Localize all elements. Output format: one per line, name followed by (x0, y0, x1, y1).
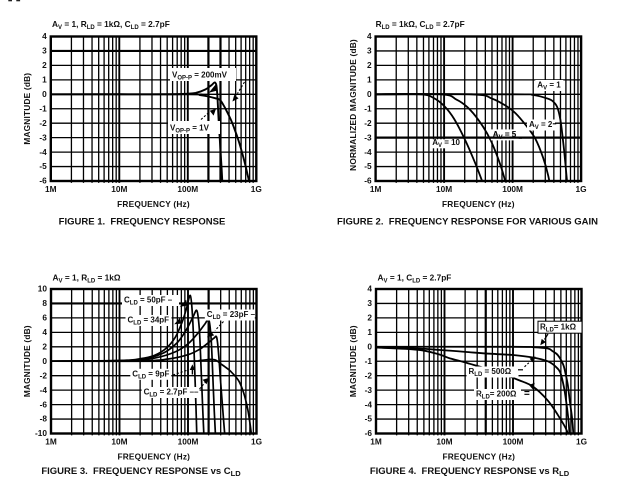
svg-text:AV​ = 10: AV​ = 10 (432, 138, 460, 149)
svg-text:3: 3 (367, 298, 372, 308)
svg-text:1: 1 (367, 75, 372, 85)
svg-text:-2: -2 (39, 118, 47, 128)
svg-text:VOP-P​ = 1V: VOP-P​ = 1V (170, 124, 210, 135)
svg-text:AV​ = 1, CLD​ = 2.7pF: AV​ = 1, CLD​ = 2.7pF (378, 272, 452, 284)
svg-text:2: 2 (367, 313, 372, 323)
svg-text:0: 0 (42, 89, 47, 99)
svg-text:CLD​ = 9pF: CLD​ = 9pF (132, 369, 169, 380)
svg-text:0: 0 (367, 89, 372, 99)
svg-text:2: 2 (367, 60, 372, 70)
svg-text:FIGURE 3. FREQUENCY RESPONSE: FIGURE 3. FREQUENCY RESPONSE vs CLD (41, 466, 241, 478)
svg-text:2: 2 (42, 342, 47, 352)
svg-text:AV​ = 1, RLD​ = 1kΩ, CLD​ = 2.: AV​ = 1, RLD​ = 1kΩ, CLD​ = 2.7pF (52, 19, 170, 31)
svg-text:-3: -3 (365, 385, 373, 395)
svg-text:-3: -3 (364, 132, 372, 142)
svg-text:6: 6 (42, 313, 47, 323)
svg-text:4: 4 (42, 327, 47, 337)
svg-text:-4: -4 (40, 385, 48, 395)
svg-text:AV​ = 5: AV​ = 5 (493, 130, 517, 141)
svg-text:-8: -8 (40, 414, 48, 424)
svg-text:1M: 1M (45, 184, 57, 194)
svg-text:-5: -5 (364, 161, 372, 171)
svg-text:0: 0 (367, 342, 372, 352)
svg-text:-2: -2 (40, 370, 48, 380)
svg-text:4: 4 (367, 31, 372, 41)
svg-text:-5: -5 (365, 414, 373, 424)
svg-text:-1: -1 (365, 356, 373, 366)
svg-text:FREQUENCY (Hz): FREQUENCY (Hz) (117, 199, 190, 209)
svg-text:100M: 100M (502, 184, 523, 194)
svg-text:AV​ = 2: AV​ = 2 (529, 120, 553, 131)
svg-text:FREQUENCY (Hz): FREQUENCY (Hz) (442, 452, 515, 462)
svg-text:3: 3 (42, 46, 47, 56)
svg-text:100M: 100M (177, 184, 198, 194)
svg-text:FREQUENCY (Hz): FREQUENCY (Hz) (117, 452, 190, 462)
svg-text:-2: -2 (365, 370, 373, 380)
svg-text:4: 4 (42, 31, 47, 41)
svg-text:FREQUENCY (Hz): FREQUENCY (Hz) (442, 199, 515, 209)
svg-text:FIGURE 2. FREQUENCY RESPONSE: FIGURE 2. FREQUENCY RESPONSE FOR VARIOUS… (337, 217, 598, 228)
svg-text:MAGNITUDE (dB): MAGNITUDE (dB) (22, 325, 32, 397)
svg-text:1: 1 (367, 327, 372, 337)
svg-text:8: 8 (42, 298, 47, 308)
svg-text:AV​ = 1, RLD​ = 1kΩ: AV​ = 1, RLD​ = 1kΩ (53, 272, 121, 284)
svg-text:10M: 10M (436, 437, 452, 447)
svg-text:AV​ = 1: AV​ = 1 (537, 81, 561, 92)
svg-text:RLD​= 1kΩ: RLD​= 1kΩ (540, 323, 577, 334)
svg-text:10: 10 (38, 284, 48, 294)
svg-text:CLD​ = 50pF –: CLD​ = 50pF – (124, 296, 173, 307)
svg-text:-6: -6 (39, 176, 47, 186)
svg-text:0: 0 (42, 356, 47, 366)
svg-text:-6: -6 (40, 399, 48, 409)
svg-text:4: 4 (367, 284, 372, 294)
svg-text:CLD​ = 23pF –: CLD​ = 23pF – (207, 310, 256, 321)
svg-text:-6: -6 (365, 428, 373, 438)
svg-text:3: 3 (367, 46, 372, 56)
svg-text:1G: 1G (251, 437, 262, 447)
svg-text:-4: -4 (39, 147, 47, 157)
svg-text:CLD​ = 34pF: CLD​ = 34pF (128, 316, 170, 327)
svg-text:100M: 100M (178, 437, 199, 447)
svg-text:-4: -4 (364, 147, 372, 157)
svg-text:-4: -4 (365, 399, 373, 409)
svg-text:1G: 1G (251, 184, 262, 194)
svg-text:RLD​ = 1kΩ, CLD​ = 2.7pF: RLD​ = 1kΩ, CLD​ = 2.7pF (376, 19, 465, 31)
svg-text:RLD​ = 500Ω: RLD​ = 500Ω (469, 367, 512, 378)
svg-text:-10: -10 (35, 428, 47, 438)
svg-text:1M: 1M (45, 437, 57, 447)
svg-text:NORMALIZED MAGNITUDE (dB): NORMALIZED MAGNITUDE (dB) (348, 39, 358, 171)
svg-text:-1: -1 (39, 104, 47, 114)
svg-text:2: 2 (42, 60, 47, 70)
svg-text:1M: 1M (370, 437, 382, 447)
svg-text:10M: 10M (111, 437, 127, 447)
svg-text:VOP-P​ = 200mV: VOP-P​ = 200mV (172, 71, 228, 82)
svg-text:-6: -6 (364, 176, 372, 186)
svg-text:-5: -5 (39, 161, 47, 171)
svg-text:-3: -3 (39, 132, 47, 142)
svg-text:-1: -1 (364, 104, 372, 114)
svg-text:1G: 1G (576, 184, 587, 194)
svg-text:10M: 10M (111, 184, 127, 194)
svg-text:-2: -2 (364, 118, 372, 128)
svg-text:CLD​ = 2.7pF ––: CLD​ = 2.7pF –– (144, 388, 199, 399)
svg-text:10M: 10M (436, 184, 452, 194)
svg-text:100M: 100M (503, 437, 524, 447)
svg-text:1M: 1M (370, 184, 382, 194)
svg-text:1: 1 (42, 75, 47, 85)
svg-text:1G: 1G (576, 437, 587, 447)
svg-text:MAGNITUDE (dB): MAGNITUDE (dB) (22, 73, 32, 145)
svg-text:RLD​= 200Ω: RLD​= 200Ω (476, 390, 517, 401)
svg-text:FIGURE 1. FREQUENCY RESPONSE: FIGURE 1. FREQUENCY RESPONSE (59, 217, 226, 228)
svg-text:FIGURE 4. FREQUENCY RESPONSE: FIGURE 4. FREQUENCY RESPONSE vs RLD (370, 466, 570, 478)
svg-text:MAGNITUDE (dB): MAGNITUDE (dB) (348, 325, 358, 397)
